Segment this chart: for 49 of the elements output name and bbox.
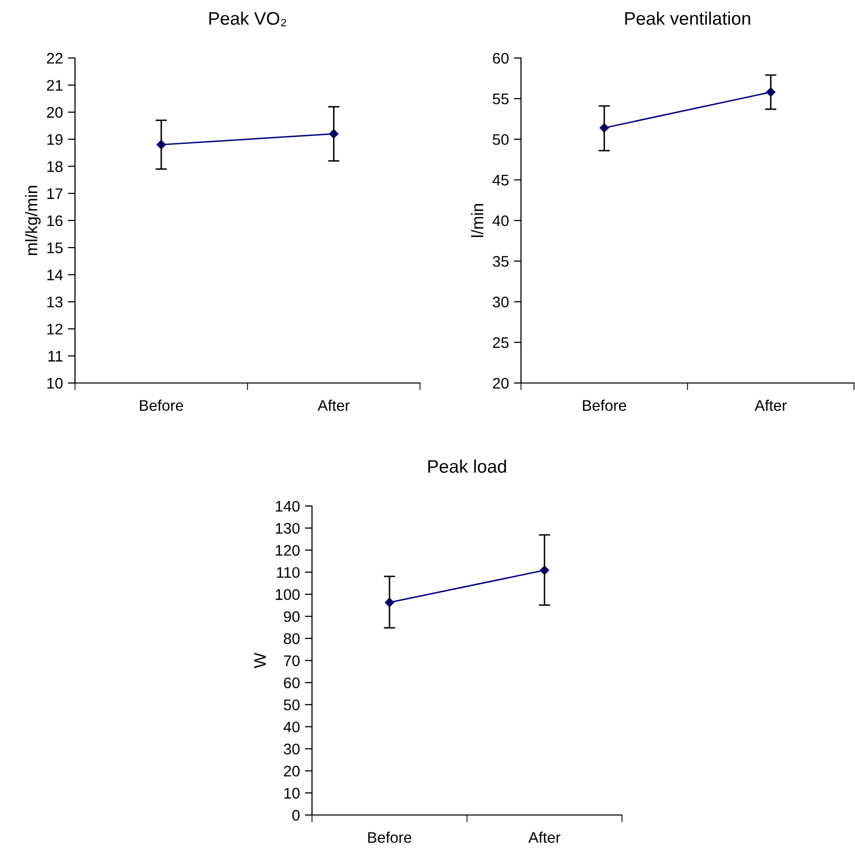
chart-title: Peak ventilation — [625, 12, 750, 25]
y-tick-label: 14 — [47, 270, 63, 280]
y-tick-label: 45 — [492, 174, 509, 186]
y-tick-label: 130 — [276, 522, 300, 534]
y-tick-label: 20 — [492, 378, 509, 389]
y-tick-label: 100 — [276, 589, 300, 600]
y-tick-label: 55 — [492, 94, 509, 104]
y-tick-label: 40 — [492, 215, 509, 226]
y-tick-label: 10 — [47, 378, 63, 389]
y-tick-label: 22 — [46, 52, 62, 64]
y-tick-label: 18 — [47, 161, 63, 172]
y-tick-label: 10 — [284, 788, 300, 799]
y-tick-label: 12 — [47, 324, 62, 334]
y-tick-label: 120 — [276, 545, 300, 556]
x-tick-label: Before — [368, 832, 412, 843]
x-tick-label: Before — [140, 400, 184, 411]
y-tick-label: 50 — [492, 134, 509, 145]
y-tick-label: 21 — [46, 80, 62, 91]
y-tick-label: 15 — [47, 242, 63, 254]
y-tick-label: 30 — [492, 296, 509, 308]
y-tick-label: 20 — [284, 766, 300, 777]
x-tick-label: After — [528, 832, 560, 843]
x-tick-label: After — [754, 400, 787, 411]
y-tick-label: 60 — [492, 52, 509, 64]
y-tick-label: 13 — [47, 296, 63, 308]
y-tick-label: 80 — [284, 633, 300, 644]
y-tick-label: 17 — [47, 188, 62, 199]
x-tick-label: Before — [583, 400, 626, 411]
y-tick-label: 90 — [284, 611, 300, 622]
chart-title: Peak load — [428, 460, 506, 473]
chart-title: Peak VO₂ — [209, 12, 286, 26]
y-tick-label: 0 — [292, 810, 300, 821]
y-tick-label: 16 — [47, 215, 63, 226]
y-axis-title: ml/kg/min — [25, 186, 41, 256]
y-tick-label: 11 — [48, 350, 62, 362]
y-tick-label: 20 — [46, 107, 63, 118]
y-tick-label: 70 — [284, 655, 300, 666]
y-axis-title: l/min — [471, 204, 484, 237]
y-tick-label: 40 — [284, 722, 300, 732]
y-tick-label: 30 — [284, 744, 300, 754]
y-tick-label: 25 — [492, 337, 509, 348]
y-tick-label: 19 — [47, 134, 62, 145]
y-tick-label: 140 — [276, 500, 300, 512]
y-tick-label: 35 — [492, 256, 509, 267]
y-axis-title: W — [254, 652, 266, 668]
y-tick-label: 50 — [284, 700, 300, 710]
y-tick-label: 110 — [277, 567, 300, 578]
x-tick-label: After — [318, 400, 350, 411]
y-tick-label: 60 — [284, 677, 300, 688]
